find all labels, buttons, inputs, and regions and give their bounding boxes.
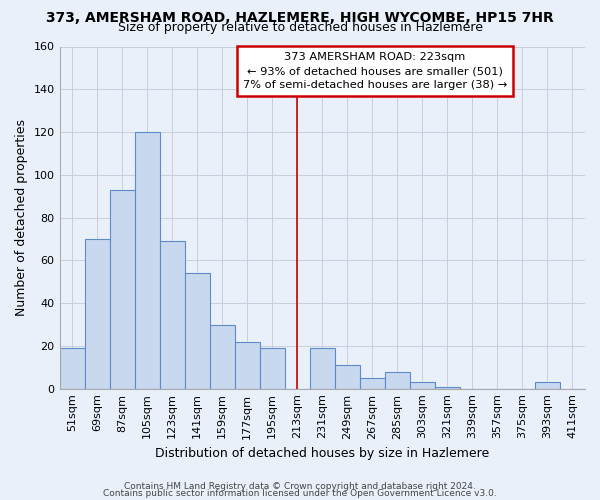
Bar (435, 386, 460, 388)
Bar (110, 190, 134, 388)
Bar (85, 239, 110, 388)
Bar (59, 348, 85, 389)
Bar (235, 342, 260, 388)
Text: 373 AMERSHAM ROAD: 223sqm
← 93% of detached houses are smaller (501)
7% of semi-: 373 AMERSHAM ROAD: 223sqm ← 93% of detac… (242, 52, 507, 90)
Text: Contains HM Land Registry data © Crown copyright and database right 2024.: Contains HM Land Registry data © Crown c… (124, 482, 476, 491)
Bar (535, 382, 560, 388)
Bar (410, 382, 435, 388)
Bar (385, 372, 410, 388)
Bar (360, 378, 385, 388)
Text: 373, AMERSHAM ROAD, HAZLEMERE, HIGH WYCOMBE, HP15 7HR: 373, AMERSHAM ROAD, HAZLEMERE, HIGH WYCO… (46, 11, 554, 25)
Text: Contains public sector information licensed under the Open Government Licence v3: Contains public sector information licen… (103, 489, 497, 498)
Bar (209, 324, 235, 388)
Bar (335, 365, 360, 388)
Bar (310, 348, 335, 389)
Y-axis label: Number of detached properties: Number of detached properties (15, 119, 28, 316)
Text: Size of property relative to detached houses in Hazlemere: Size of property relative to detached ho… (118, 21, 482, 34)
Bar (134, 132, 160, 388)
Bar (160, 241, 185, 388)
Bar (185, 273, 209, 388)
X-axis label: Distribution of detached houses by size in Hazlemere: Distribution of detached houses by size … (155, 447, 490, 460)
Bar (260, 348, 285, 389)
